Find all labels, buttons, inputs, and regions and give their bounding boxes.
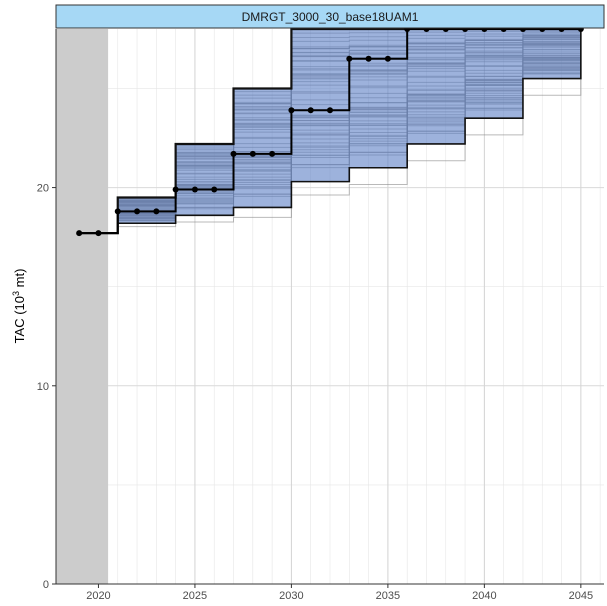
x-tick-label: 2045	[569, 590, 593, 602]
median-point	[153, 208, 160, 215]
median-point	[346, 55, 353, 62]
x-tick-label: 2030	[279, 590, 303, 602]
y-tick-label: 20	[37, 183, 49, 195]
x-axis: 2020 2025 2030 2035 2040 2045	[56, 583, 604, 602]
x-tick-label: 2025	[183, 590, 207, 602]
panel-title: DMRGT_3000_30_base18UAM1	[242, 10, 419, 24]
historical-period	[56, 29, 109, 584]
median-point	[249, 150, 256, 157]
y-tick-label: 0	[43, 579, 49, 591]
median-point	[365, 55, 372, 62]
median-point	[230, 150, 237, 157]
y-tick-label: 10	[37, 381, 49, 393]
median-point	[211, 186, 218, 193]
panel-strip	[55, 4, 605, 29]
sample-trace	[79, 45, 582, 234]
band-lower-edge	[79, 29, 582, 234]
median-point	[327, 107, 333, 114]
y-axis-title-superscript: 3	[11, 291, 21, 296]
y-axis-title: TAC (103 mt)	[11, 269, 27, 344]
confidence-band	[79, 29, 581, 234]
median-point	[172, 186, 179, 193]
median-point	[114, 208, 121, 215]
median-point	[288, 107, 295, 114]
x-tick-label: 2040	[472, 590, 496, 602]
median-point	[134, 208, 141, 215]
x-tick-label: 2035	[376, 590, 400, 602]
plot-area	[56, 26, 604, 585]
median-point	[384, 55, 391, 62]
median-point	[191, 186, 198, 193]
median-point	[269, 150, 276, 157]
median-point	[76, 230, 83, 237]
median-point	[307, 107, 314, 114]
x-tick-label: 2020	[86, 590, 110, 602]
median-point	[95, 230, 102, 237]
y-axis: 0 10 20	[37, 29, 57, 591]
